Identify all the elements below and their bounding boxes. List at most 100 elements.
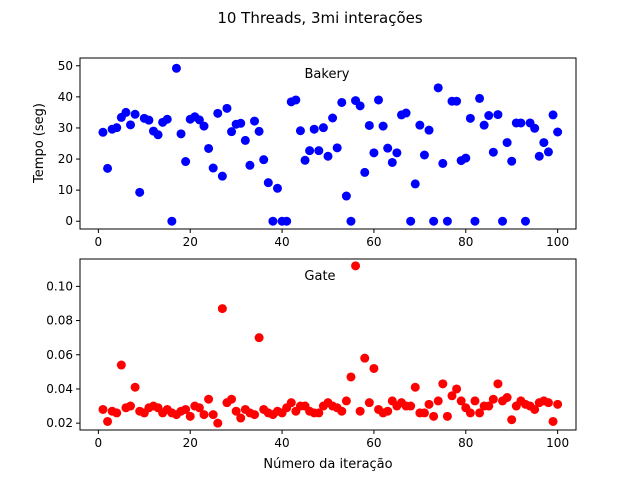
bakery-data-point: [213, 108, 223, 118]
bakery-data-point: [282, 216, 292, 226]
bakery-data-point: [383, 143, 393, 153]
bakery-data-point: [314, 146, 324, 156]
gate-data-point: [199, 410, 209, 420]
gate-data-point: [112, 408, 122, 418]
gate-data-point: [181, 404, 191, 414]
bakery-data-point: [153, 130, 163, 140]
bakery-data-point: [98, 127, 108, 137]
bakery-data-point: [401, 108, 411, 118]
gate-data-point: [406, 401, 416, 411]
bakery-data-point: [240, 135, 250, 145]
bakery-y-tick-label: 10: [58, 183, 73, 197]
gate-x-tick-label: 80: [458, 436, 473, 450]
gate-data-point: [364, 398, 374, 408]
bakery-data-point: [135, 187, 145, 197]
bakery-data-point: [328, 113, 338, 123]
gate-y-tick-label: 0.10: [46, 279, 73, 293]
bakery-y-tick-label: 0: [65, 214, 73, 228]
gate-plot-frame: [79, 258, 577, 431]
bakery-data-point: [530, 123, 540, 133]
bakery-axes: Bakery Tempo (seg) 0 20 40 60 80 100 0 10 20 30 4…: [32, 57, 577, 249]
gate-y-tick-label: 0.08: [46, 314, 73, 328]
bakery-data-point: [208, 163, 218, 173]
gate-data-point: [530, 404, 540, 414]
bakery-data-point: [130, 109, 140, 119]
bakery-data-point: [337, 97, 347, 107]
bakery-data-point: [199, 121, 209, 131]
gate-data-point: [254, 333, 264, 343]
gate-y-tick-label: 0.06: [46, 348, 73, 362]
bakery-data-point: [167, 216, 177, 226]
gate-data-point: [208, 410, 218, 420]
bakery-data-point: [194, 115, 204, 125]
gate-y-tick-label: 0.04: [46, 382, 73, 396]
bakery-data-point: [171, 63, 181, 73]
gate-data-point: [488, 394, 498, 404]
bakery-data-points: [98, 63, 563, 226]
bakery-data-point: [176, 129, 186, 139]
gate-data-point: [360, 353, 370, 363]
bakery-data-point: [295, 126, 305, 136]
bakery-data-point: [355, 101, 365, 111]
gate-data-point: [442, 411, 452, 421]
bakery-x-tick-label: 40: [274, 235, 289, 249]
bakery-x-tick-label: 60: [366, 235, 381, 249]
bakery-data-point: [539, 138, 549, 148]
bakery-data-point: [332, 143, 342, 153]
bakery-data-point: [484, 111, 494, 121]
gate-data-point: [341, 396, 351, 406]
bakery-data-point: [429, 216, 439, 226]
bakery-y-tick-label: 40: [58, 90, 73, 104]
gate-data-point: [438, 379, 448, 389]
bakery-data-point: [360, 167, 370, 177]
gate-data-point: [484, 401, 494, 411]
bakery-data-point: [543, 147, 553, 157]
bakery-x-tick-label: 100: [546, 235, 569, 249]
gate-axes: Gate Número da iteração 0 20 40 60 80 100 0.0…: [46, 258, 577, 472]
bakery-data-point: [126, 120, 136, 130]
bakery-data-point: [479, 120, 489, 130]
bakery-data-point: [392, 148, 402, 158]
bakery-data-point: [406, 216, 416, 226]
gate-data-point: [98, 404, 108, 414]
bakery-y-ticks: 0 10 20 30 40 50: [58, 59, 80, 228]
gate-data-point: [507, 415, 517, 425]
gate-data-point: [236, 413, 246, 423]
gate-data-point: [456, 396, 466, 406]
bakery-data-point: [534, 151, 544, 161]
bakery-data-point: [387, 157, 397, 167]
bakery-data-point: [516, 118, 526, 128]
bakery-data-point: [300, 155, 310, 165]
bakery-plot-frame: [79, 57, 577, 230]
gate-y-tick-label: 0.02: [46, 416, 73, 430]
bakery-data-point: [204, 143, 214, 153]
bakery-data-point: [452, 96, 462, 106]
bakery-data-point: [259, 155, 269, 165]
bakery-x-tick-label: 0: [95, 235, 103, 249]
gate-data-point: [502, 393, 512, 403]
bakery-y-tick-label: 30: [58, 121, 73, 135]
bakery-data-point: [318, 123, 328, 133]
gate-data-point: [465, 408, 475, 418]
bakery-data-point: [410, 179, 420, 189]
gate-data-point: [130, 382, 140, 392]
gate-data-point: [314, 408, 324, 418]
gate-data-point: [217, 304, 227, 314]
gate-data-point: [231, 406, 241, 416]
bakery-data-point: [507, 156, 517, 166]
gate-data-point: [337, 406, 347, 416]
bakery-data-point: [236, 118, 246, 128]
gate-data-point: [543, 398, 553, 408]
bakery-data-point: [419, 150, 429, 160]
bakery-data-point: [346, 216, 356, 226]
gate-data-point: [250, 410, 260, 420]
bakery-data-point: [245, 160, 255, 170]
bakery-data-point: [272, 183, 282, 193]
bakery-data-point: [181, 157, 191, 167]
bakery-data-point: [465, 113, 475, 123]
bakery-y-axis-label: Tempo (seg): [32, 103, 47, 184]
gate-data-point: [470, 396, 480, 406]
gate-x-tick-label: 40: [274, 436, 289, 450]
bakery-data-point: [470, 216, 480, 226]
